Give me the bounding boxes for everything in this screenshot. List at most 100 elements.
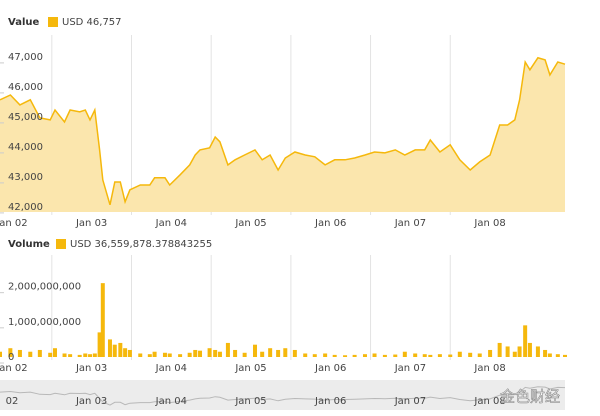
y-tick-label: 44,000 (8, 142, 43, 153)
bar (268, 348, 273, 357)
legend-swatch (48, 17, 58, 27)
bar (512, 351, 517, 357)
bar (527, 342, 532, 357)
x-tick-label: Jan 04 (155, 218, 187, 229)
y-tick-label: 45,000 (8, 112, 43, 123)
x-tick-label: Jan 04 (155, 363, 187, 374)
bar (167, 353, 172, 357)
bar (213, 349, 218, 357)
bar (68, 354, 73, 357)
panel-title: Value (8, 17, 39, 28)
x-tick-label: Jan 03 (75, 363, 107, 374)
bar (207, 348, 212, 357)
bar (0, 351, 2, 357)
navigator-label: Jan 07 (394, 396, 426, 407)
bar (547, 353, 552, 357)
x-tick-label: Jan 02 (0, 218, 28, 229)
bar (332, 354, 337, 357)
x-tick-label: Jan 06 (314, 218, 346, 229)
bar (92, 353, 97, 357)
bar (253, 344, 258, 357)
bar (123, 348, 128, 357)
legend-label: USD 46,757 (62, 17, 122, 28)
bar (477, 353, 482, 357)
x-tick-label: Jan 07 (394, 363, 426, 374)
bar (276, 349, 281, 357)
bar (517, 346, 522, 357)
x-tick-label: Jan 06 (314, 363, 346, 374)
bar (217, 351, 222, 357)
bar (422, 354, 427, 357)
bar (372, 353, 377, 357)
bar (97, 332, 102, 357)
y-tick-label: 1,000,000,000 (8, 317, 81, 328)
x-tick-label: Jan 08 (473, 218, 505, 229)
bar (62, 353, 67, 357)
bar (352, 354, 357, 357)
bar (437, 354, 442, 357)
bar (127, 349, 132, 357)
bar (505, 346, 510, 357)
navigator-label: Jan 08 (473, 396, 505, 407)
x-tick-label: Jan 03 (75, 218, 107, 229)
bar (312, 354, 317, 357)
navigator-label: Jan 03 (75, 396, 107, 407)
navigator-label: Jan 04 (155, 396, 187, 407)
bar (497, 342, 502, 357)
y-tick-label: 43,000 (8, 172, 43, 183)
bar (382, 354, 387, 357)
bar (260, 351, 265, 357)
bar (52, 348, 57, 357)
bar (193, 349, 198, 357)
y-tick-label: 42,000 (8, 202, 43, 213)
line (0, 56, 566, 206)
navigator-label: 02 (6, 396, 19, 407)
x-tick-label: Jan 08 (473, 363, 505, 374)
bar (428, 354, 433, 357)
navigator-label: Jan 06 (314, 396, 346, 407)
bar (468, 352, 473, 357)
x-tick-label: Jan 07 (394, 218, 426, 229)
bar (323, 353, 328, 357)
bar (523, 325, 528, 357)
bar (543, 349, 548, 357)
bar (242, 352, 247, 357)
bar (88, 354, 93, 357)
bar (48, 352, 53, 357)
bar (162, 352, 167, 357)
bar (17, 349, 22, 357)
bar (448, 354, 453, 357)
bar (535, 346, 540, 357)
y-tick-label: 46,000 (8, 82, 43, 93)
bar (178, 354, 183, 357)
area-fill (0, 57, 565, 212)
bar (362, 354, 367, 357)
bar (457, 351, 462, 357)
bar (555, 354, 560, 357)
bar (303, 353, 308, 357)
bar (28, 351, 33, 357)
bar (77, 354, 82, 357)
navigator-label: Jan 05 (234, 396, 266, 407)
bar (112, 344, 117, 357)
bar (187, 352, 192, 357)
bar (138, 353, 143, 357)
navigator-line (0, 386, 566, 406)
y-tick-label: 0 (8, 352, 14, 363)
bar (488, 349, 493, 357)
bar (402, 351, 407, 357)
legend-swatch (56, 239, 66, 249)
bar (292, 349, 297, 357)
bar (152, 351, 157, 357)
bar (225, 342, 230, 357)
bar (37, 349, 42, 357)
watermark: 金色财经 (500, 388, 560, 406)
x-tick-label: Jan 02 (0, 363, 28, 374)
bar (563, 354, 567, 357)
bar (393, 354, 398, 357)
x-tick-label: Jan 05 (234, 363, 266, 374)
panel-title: Volume (8, 239, 50, 250)
bar (118, 342, 123, 357)
x-tick-label: Jan 05 (234, 218, 266, 229)
